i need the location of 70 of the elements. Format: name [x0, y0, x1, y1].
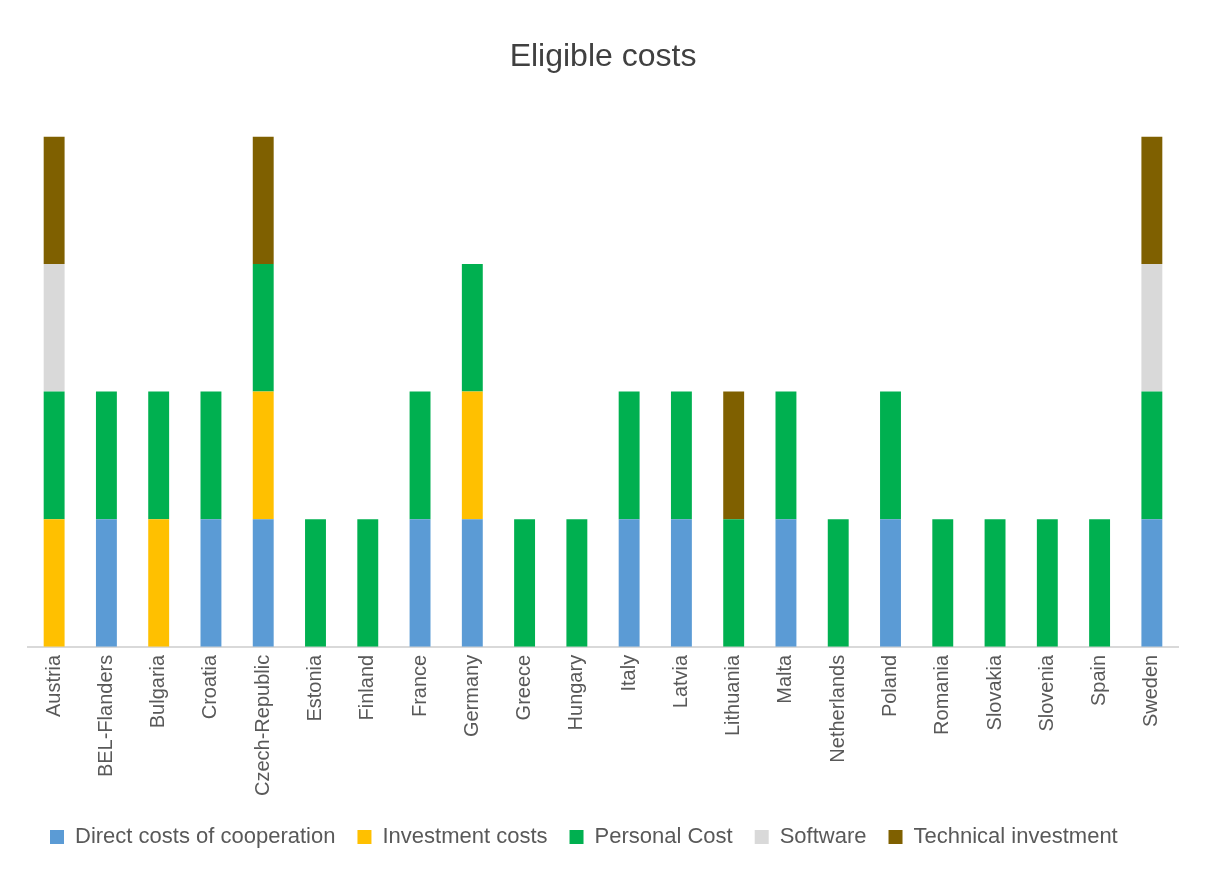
bar — [723, 519, 745, 647]
bar — [200, 519, 222, 647]
x-tick-label: Poland — [878, 654, 901, 718]
bar — [95, 519, 117, 647]
bar — [461, 519, 483, 647]
bar — [43, 391, 65, 520]
legend-label: Software — [779, 823, 867, 849]
bar — [252, 136, 274, 265]
x-tick-label: Sweden — [1139, 654, 1162, 728]
bar — [618, 391, 640, 520]
bar — [984, 519, 1006, 647]
x-tick-label: Italy — [616, 654, 639, 692]
bar — [514, 519, 536, 647]
x-tick-label: Latvia — [668, 653, 691, 709]
bar — [200, 391, 222, 520]
bar — [670, 519, 692, 647]
x-tick-label: Spain — [1087, 654, 1110, 706]
x-tick-label: Hungary — [564, 654, 587, 731]
x-tick-label: Estonia — [303, 653, 326, 722]
bar — [95, 391, 117, 520]
legend-label: Direct costs of cooperation — [75, 823, 336, 849]
x-tick-label: Greece — [512, 654, 535, 721]
bar — [409, 519, 431, 647]
bar — [1036, 519, 1058, 647]
bar — [43, 519, 65, 647]
bar — [305, 519, 326, 647]
x-tick-label: Romania — [930, 653, 953, 735]
bar — [43, 136, 65, 265]
bar — [880, 519, 901, 647]
bar — [461, 391, 483, 520]
x-tick-label: Finland — [355, 654, 378, 721]
bar — [148, 519, 170, 647]
x-tick-label: Bulgaria — [146, 653, 169, 729]
x-tick-label: Lithuania — [721, 653, 744, 737]
bar — [1141, 264, 1163, 392]
bar — [827, 519, 849, 647]
x-tick-label: France — [407, 654, 430, 718]
bar — [566, 519, 588, 647]
bar — [148, 391, 170, 520]
bar — [252, 264, 274, 392]
x-tick-label: Austria — [41, 653, 64, 718]
chart-title: Eligible costs — [509, 37, 697, 74]
x-tick-label: Netherlands — [825, 654, 848, 763]
bar — [775, 391, 797, 520]
bar — [1089, 519, 1111, 647]
bar — [252, 519, 274, 647]
bar — [670, 391, 692, 520]
x-tick-label: Czech-Republic — [250, 654, 273, 796]
bar — [1141, 519, 1163, 647]
x-tick-label: Malta — [773, 653, 796, 704]
bar — [357, 519, 379, 647]
legend-label: Personal Cost — [594, 823, 733, 849]
bar — [775, 519, 797, 647]
bar — [932, 519, 954, 647]
bar — [252, 391, 274, 520]
bar — [43, 264, 65, 392]
x-tick-label: Slovakia — [982, 653, 1005, 731]
bar — [1141, 391, 1163, 520]
x-tick-label: Croatia — [198, 653, 221, 720]
legend-label: Technical investment — [913, 823, 1118, 849]
bar — [880, 391, 901, 520]
bar — [461, 264, 483, 392]
x-tick-label: Slovenia — [1034, 653, 1057, 732]
legend-label: Investment costs — [382, 823, 548, 849]
bar — [618, 519, 640, 647]
bar — [409, 391, 431, 520]
x-tick-label: BEL-Flanders — [93, 654, 116, 778]
x-tick-label: Germany — [459, 654, 482, 738]
bar — [1141, 136, 1163, 265]
bar — [723, 391, 745, 520]
